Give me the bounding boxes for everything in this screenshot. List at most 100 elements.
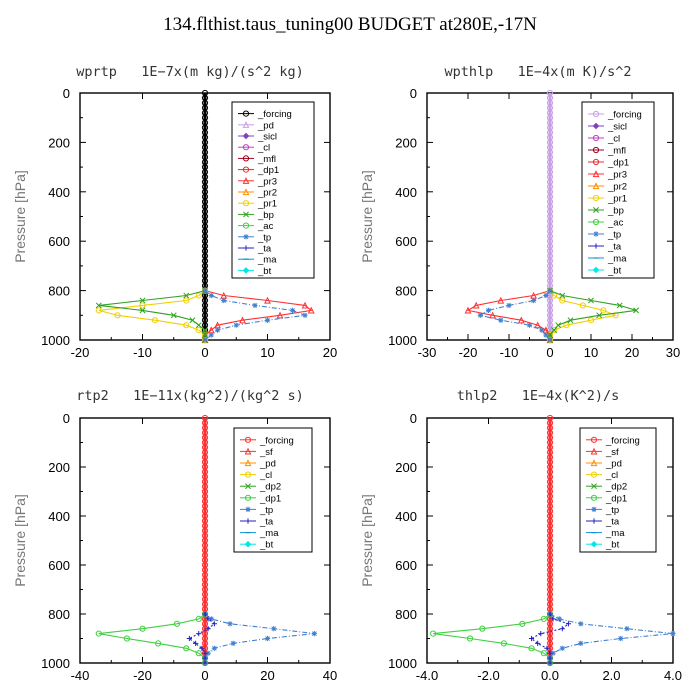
- data-point: [540, 650, 547, 657]
- legend-swatch-marker: [592, 158, 600, 166]
- x-tick-label: -10: [133, 345, 152, 360]
- data-point: [183, 292, 190, 299]
- data-point: [547, 660, 553, 666]
- y-tick-label: 1000: [41, 656, 70, 671]
- data-point: [498, 317, 504, 323]
- data-point: [208, 292, 214, 299]
- legend-label: _dp1: [607, 158, 629, 169]
- data-point: [559, 297, 566, 304]
- legend-label: _sicl: [607, 122, 627, 133]
- legend-label: _mfl: [257, 154, 276, 165]
- data-point: [195, 615, 202, 623]
- y-tick-label: 0: [63, 86, 70, 101]
- legend-swatch-marker: [592, 218, 600, 226]
- legend-label: _ma: [605, 528, 625, 539]
- data-point: [477, 312, 483, 318]
- legend-swatch-marker: [591, 518, 597, 524]
- legend-label: _sicl: [257, 132, 277, 143]
- legend-label: _cl: [605, 470, 618, 481]
- x-tick-label: -20: [459, 345, 478, 360]
- legend-label: _pd: [605, 459, 622, 470]
- y-tick-label: 0: [410, 86, 417, 101]
- data-point: [534, 321, 542, 329]
- legend-swatch-marker: [242, 166, 250, 173]
- legend-label: _pr2: [257, 188, 277, 199]
- series-bp: [547, 287, 640, 343]
- legend-label: _dp2: [605, 482, 627, 493]
- legend-swatch-marker: [591, 483, 597, 490]
- legend-swatch-marker: [242, 267, 250, 274]
- x-tick-label: 0: [201, 668, 208, 683]
- y-tick-label: 400: [395, 185, 417, 200]
- zero-profile-stack: [201, 89, 209, 344]
- series-pr1: [95, 287, 209, 344]
- data-point: [211, 621, 217, 627]
- series-line: [466, 290, 551, 340]
- data-point: [559, 645, 565, 651]
- legend-label: _bt: [605, 540, 620, 551]
- legend-swatch-marker: [245, 518, 251, 524]
- data-point: [139, 297, 146, 304]
- data-point: [551, 327, 558, 334]
- series-ta: [186, 611, 217, 666]
- legend-swatch-marker: [593, 231, 599, 237]
- y-tick-label: 600: [395, 558, 417, 573]
- y-tick-label: 800: [48, 284, 70, 299]
- data-point: [588, 297, 594, 304]
- x-tick-label: -2.0: [477, 668, 499, 683]
- legend-label: _bp: [607, 206, 624, 217]
- legend-label: _forcing: [259, 435, 294, 446]
- data-point: [311, 631, 317, 637]
- data-point: [227, 621, 233, 627]
- legend-label: _forcing: [605, 435, 640, 446]
- y-tick-label: 400: [48, 509, 70, 524]
- data-point: [565, 621, 572, 627]
- data-point: [567, 317, 574, 324]
- data-point: [233, 322, 239, 328]
- legend-label: _sf: [259, 447, 273, 458]
- x-tick-label: -10: [500, 345, 519, 360]
- legend-swatch-marker: [593, 207, 599, 213]
- data-point: [526, 322, 533, 328]
- legend-swatch-marker: [242, 177, 250, 184]
- series-tp: [202, 611, 317, 666]
- data-point: [547, 337, 553, 343]
- series-tp: [477, 288, 553, 343]
- data-point: [563, 322, 570, 329]
- legend-swatch-marker: [242, 132, 250, 140]
- zero-profile-stack: [201, 414, 209, 667]
- legend-label: _ac: [607, 218, 624, 229]
- data-point: [531, 297, 537, 304]
- data-point: [151, 317, 159, 324]
- data-point: [189, 317, 196, 324]
- data-point: [301, 301, 309, 309]
- legend: _forcing_pd_sicl_cl_mfl_dp1_pr3_pr2_pr1_…: [231, 101, 315, 279]
- data-point: [596, 312, 603, 319]
- legend-label: _ta: [605, 517, 620, 528]
- panel-3: -4.0 -2.0 0.0 2.0 4.0 0 200 400 600 800 1000 Pressu…: [359, 411, 682, 683]
- x-tick-label: 2.0: [602, 668, 620, 683]
- data-point: [559, 626, 565, 632]
- data-point: [547, 655, 553, 661]
- y-tick-label: 400: [48, 185, 70, 200]
- legend-label: _sf: [605, 447, 619, 458]
- series-pr1: [546, 287, 619, 344]
- panel-title-rtp2: rtp2 1E−11x(kg^2)/(kg^2 s): [76, 388, 304, 404]
- legend-label: _bt: [259, 540, 274, 551]
- data-point: [202, 327, 208, 334]
- data-point: [479, 625, 486, 632]
- series-dp1: [430, 610, 554, 667]
- series-tp: [202, 288, 308, 343]
- series-ta: [528, 611, 572, 666]
- legend: _forcing_sf_pd_cl_dp2_dp1_tp_ta_ma_bt: [233, 427, 313, 553]
- legend-swatch-marker: [592, 134, 600, 142]
- data-point: [199, 645, 205, 651]
- y-tick-label: 0: [410, 411, 417, 426]
- data-point: [205, 650, 211, 656]
- y-tick-label: 600: [48, 234, 70, 249]
- data-point: [202, 660, 208, 666]
- legend-swatch-marker: [242, 121, 250, 128]
- data-point: [183, 645, 190, 652]
- y-tick-label: 600: [48, 558, 70, 573]
